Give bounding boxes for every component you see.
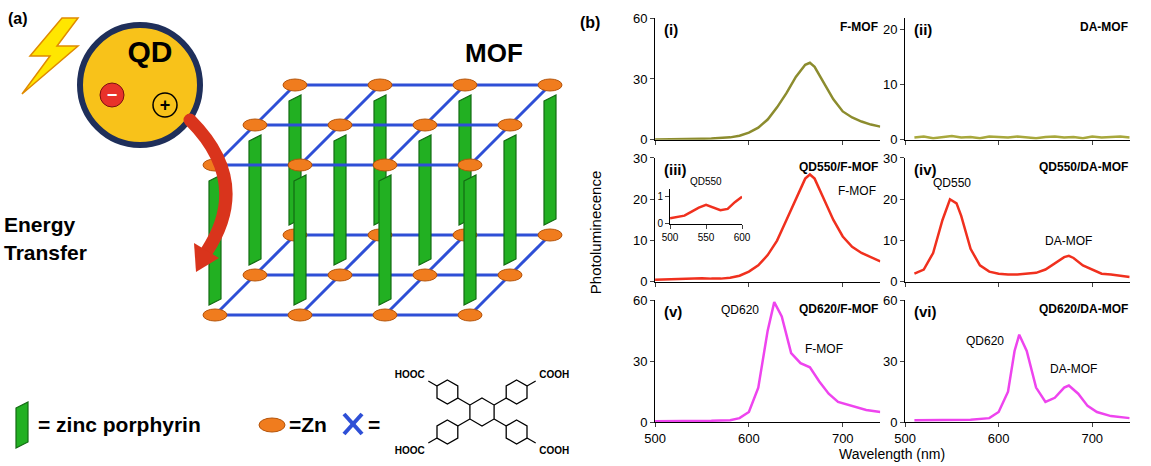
svg-text:0: 0 (890, 132, 897, 147)
svg-text:(vi): (vi) (914, 303, 937, 320)
svg-text:10: 10 (883, 77, 897, 92)
svg-text:F-MOF: F-MOF (838, 184, 876, 198)
svg-text:0: 0 (640, 132, 647, 147)
svg-text:+: + (160, 95, 171, 115)
svg-text:MOF: MOF (465, 38, 523, 68)
svg-text:0: 0 (657, 218, 663, 229)
svg-text:QD620: QD620 (966, 334, 1004, 348)
svg-text:500: 500 (662, 232, 679, 243)
svg-text:QD550: QD550 (933, 176, 971, 190)
svg-text:(iii): (iii) (664, 161, 687, 178)
svg-text:QD550/F-MOF: QD550/F-MOF (799, 160, 878, 174)
svg-text:HOOC: HOOC (395, 369, 425, 380)
svg-text:(a): (a) (8, 10, 28, 27)
svg-text:HOOC: HOOC (395, 445, 425, 456)
svg-text:COOH: COOH (539, 369, 569, 380)
svg-text:(iv): (iv) (914, 161, 937, 178)
svg-text:(b): (b) (580, 14, 600, 31)
svg-text:QD550: QD550 (690, 176, 722, 187)
svg-text:60: 60 (883, 293, 897, 308)
svg-text:10: 10 (883, 233, 897, 248)
svg-text:QD: QD (128, 35, 173, 68)
svg-text:COOH: COOH (539, 445, 569, 456)
svg-text:DA-MOF: DA-MOF (1045, 234, 1092, 248)
svg-text:60: 60 (633, 11, 647, 26)
svg-text:Transfer: Transfer (4, 241, 87, 264)
svg-text:QD620: QD620 (721, 303, 759, 317)
svg-text:−: − (107, 85, 118, 105)
svg-text:700: 700 (1081, 431, 1103, 446)
svg-text:0: 0 (890, 415, 897, 430)
svg-text:Energy: Energy (4, 213, 76, 236)
svg-text:1: 1 (657, 191, 663, 202)
svg-text:DA-MOF: DA-MOF (1050, 362, 1097, 376)
svg-text:= zinc porphyrin: = zinc porphyrin (38, 413, 201, 436)
svg-text:60: 60 (633, 293, 647, 308)
svg-text:QD550/DA-MOF: QD550/DA-MOF (1039, 160, 1128, 174)
svg-text:(i): (i) (664, 21, 678, 38)
svg-text:600: 600 (738, 431, 760, 446)
svg-text:600: 600 (988, 431, 1010, 446)
svg-text:500: 500 (894, 431, 916, 446)
svg-text:(ii): (ii) (914, 21, 932, 38)
svg-text:=Zn: =Zn (289, 413, 327, 436)
svg-text:500: 500 (644, 431, 666, 446)
svg-text:0: 0 (640, 274, 647, 289)
svg-text:=: = (368, 413, 380, 436)
svg-text:QD620/F-MOF: QD620/F-MOF (799, 302, 878, 316)
svg-text:20: 20 (633, 192, 647, 207)
svg-text:DA-MOF: DA-MOF (1080, 20, 1128, 34)
svg-text:Wavelength (nm): Wavelength (nm) (839, 446, 945, 462)
svg-text:700: 700 (832, 431, 854, 446)
svg-text:30: 30 (883, 151, 897, 166)
svg-text:F-MOF: F-MOF (840, 20, 878, 34)
svg-text:F-MOF: F-MOF (805, 342, 843, 356)
svg-text:20: 20 (883, 192, 897, 207)
svg-text:Photoluminecence: Photoluminecence (587, 171, 604, 294)
svg-text:600: 600 (734, 232, 751, 243)
svg-text:0: 0 (640, 415, 647, 430)
svg-text:30: 30 (633, 151, 647, 166)
svg-text:30: 30 (883, 354, 897, 369)
svg-text:10: 10 (633, 233, 647, 248)
svg-text:(v): (v) (664, 303, 682, 320)
svg-text:20: 20 (883, 22, 897, 37)
svg-text:30: 30 (633, 72, 647, 87)
svg-text:0: 0 (890, 274, 897, 289)
svg-text:550: 550 (698, 232, 715, 243)
svg-text:30: 30 (633, 354, 647, 369)
svg-text:QD620/DA-MOF: QD620/DA-MOF (1039, 302, 1128, 316)
